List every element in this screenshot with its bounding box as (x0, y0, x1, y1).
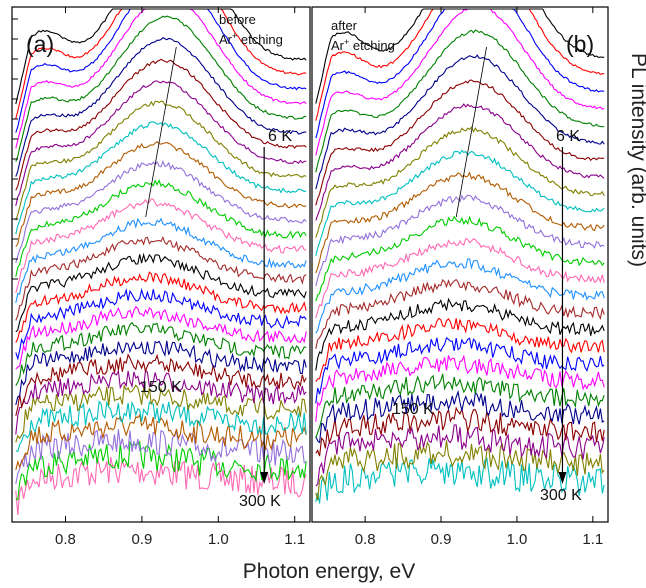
series-line-18 (315, 337, 605, 404)
series-line-23 (315, 424, 605, 487)
series-line-3 (315, 8, 605, 156)
series-line-2 (15, 8, 307, 133)
series-line-6 (15, 58, 307, 191)
x-tick-label: 1.0 (506, 531, 527, 548)
series-line-14 (15, 217, 307, 304)
temperature-arrow-head (558, 472, 567, 484)
series-line-28 (15, 440, 307, 501)
series-line-9 (15, 121, 307, 235)
panel-a (11, 6, 311, 523)
series-line-14 (315, 258, 605, 334)
series-line-10 (315, 171, 605, 274)
panel-b (311, 6, 609, 523)
peak-shift-line (455, 46, 487, 218)
series-line-15 (315, 278, 605, 349)
peak-shift-line (145, 46, 177, 218)
series-line-15 (15, 235, 307, 321)
series-line-12 (315, 215, 605, 302)
series-line-25 (15, 400, 307, 453)
panel-a-note-line1: before (219, 12, 256, 27)
series-line-20 (15, 321, 307, 386)
series-line-13 (15, 198, 307, 293)
panel-a-temp-mid: 150 K (140, 379, 182, 396)
series-line-4 (15, 15, 307, 162)
series-line-24 (315, 440, 605, 501)
panel-b-temp-high: 6 K (556, 128, 580, 145)
series-line-21 (15, 340, 307, 406)
panel-a-temp-low: 300 K (239, 493, 281, 510)
series-line-12 (15, 178, 307, 278)
x-tick-label: 0.9 (431, 531, 452, 548)
panel-b-temp-low: 300 K (540, 487, 582, 504)
series-line-17 (315, 317, 605, 382)
series-line-7 (15, 80, 307, 207)
panel-frame (11, 6, 311, 523)
series-line-9 (315, 149, 605, 256)
series-line-4 (315, 29, 605, 173)
series-line-10 (15, 140, 307, 248)
panel-b-note-line2: Ar+ etching (331, 37, 395, 53)
series-line-8 (15, 100, 307, 221)
panel-a-note-line2: Ar+ etching (219, 31, 283, 47)
x-tick-label: 1.1 (284, 531, 305, 548)
panel-b-temp-mid: 150 K (392, 401, 434, 418)
series-line-22 (15, 353, 307, 416)
panel-a-temp-high: 6 K (268, 128, 292, 145)
panel-b-note-line1: after (331, 18, 358, 33)
series-line-11 (315, 194, 605, 287)
series-line-16 (315, 297, 605, 371)
series-line-11 (15, 159, 307, 263)
series-line-2 (315, 8, 605, 139)
series-line-26 (15, 413, 307, 471)
series-line-6 (315, 79, 605, 206)
series-line-22 (315, 406, 605, 457)
series-line-0 (15, 8, 307, 105)
series-line-5 (15, 37, 307, 177)
series-line-0 (315, 8, 605, 104)
x-tick-label: 1.0 (208, 531, 229, 548)
series-line-5 (315, 54, 605, 190)
series-line-18 (15, 287, 307, 361)
series-line-13 (315, 237, 605, 319)
x-tick-labels: 0.8 0.9 1.0 1.1 0.8 0.9 1.0 1.1 (55, 531, 603, 548)
series-line-29 (15, 456, 307, 515)
series-line-17 (15, 271, 307, 343)
series-line-19 (15, 305, 307, 370)
series-line-3 (15, 8, 307, 149)
series-line-16 (15, 252, 307, 333)
x-axis-title: Photon energy, eV (243, 560, 415, 583)
series-line-1 (315, 8, 605, 121)
series-line-23 (15, 369, 307, 435)
series-line-7 (315, 103, 605, 221)
temperature-arrow-head (260, 472, 269, 484)
panel-frame (311, 6, 609, 523)
series-line-24 (15, 384, 307, 443)
x-tick-label: 0.9 (131, 531, 152, 548)
panel-a-label: (a) (26, 31, 54, 57)
y-axis-title: PL intensity (arb. units) (627, 53, 646, 267)
series-line-1 (15, 8, 307, 119)
panel-b-label: (b) (566, 31, 594, 57)
series-line-21 (315, 389, 605, 444)
x-tick-label: 0.8 (355, 531, 376, 548)
series-line-8 (315, 126, 605, 238)
series-line-19 (315, 354, 605, 422)
x-tick-label: 1.1 (582, 531, 603, 548)
x-tick-label: 0.8 (55, 531, 76, 548)
